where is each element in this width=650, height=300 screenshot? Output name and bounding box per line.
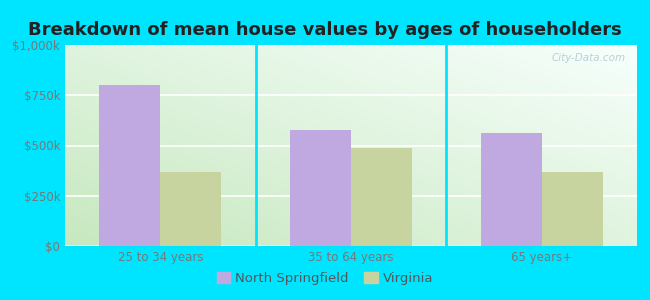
Bar bbox=[351, 148, 412, 246]
Legend: North Springfield, Virginia: North Springfield, Virginia bbox=[211, 267, 439, 290]
Text: City-Data.com: City-Data.com bbox=[551, 53, 625, 63]
Bar bbox=[99, 85, 161, 246]
Bar bbox=[290, 130, 351, 246]
Bar bbox=[541, 172, 603, 246]
Bar bbox=[480, 134, 541, 246]
Bar bbox=[161, 172, 222, 246]
Text: Breakdown of mean house values by ages of householders: Breakdown of mean house values by ages o… bbox=[28, 21, 622, 39]
